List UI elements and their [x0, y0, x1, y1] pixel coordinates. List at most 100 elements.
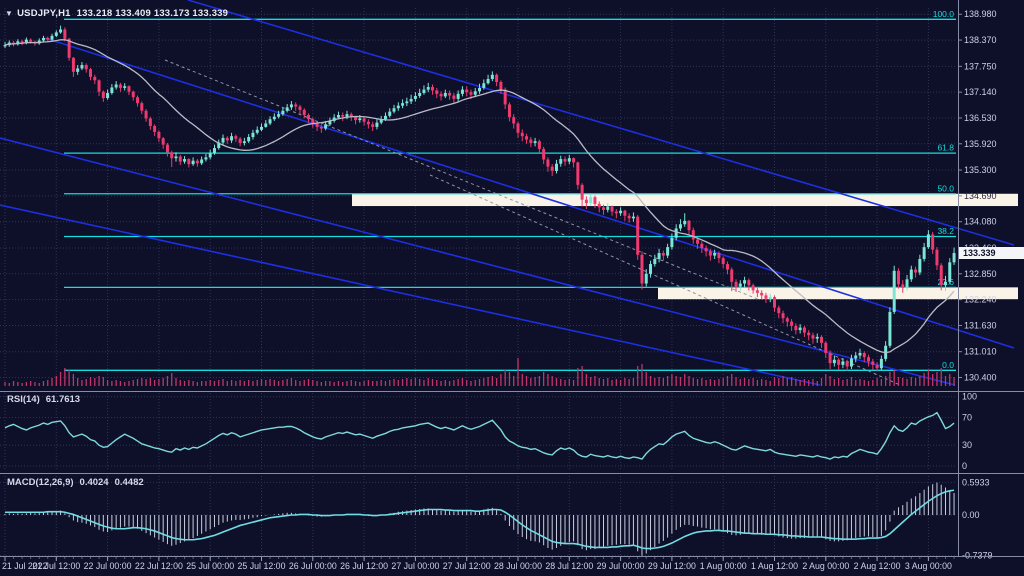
price-axis-label: 137.140 — [964, 87, 997, 97]
rsi-line — [4, 411, 955, 460]
blue-trendline[interactable] — [44, 37, 1015, 349]
candle — [567, 154, 571, 165]
time-axis-label: 1 Aug 00:00 — [700, 561, 747, 571]
fib-label-100.0: 100.0 — [933, 9, 955, 19]
candle — [260, 123, 263, 132]
candle — [37, 38, 41, 45]
price-axis-label: 131.010 — [964, 347, 997, 357]
dashed-trendline[interactable] — [429, 174, 901, 386]
candle — [589, 193, 593, 206]
candle — [666, 243, 670, 259]
candle — [482, 79, 486, 90]
time-axis-label: 3 Aug 00:00 — [905, 561, 952, 571]
price-axis-label: 131.630 — [964, 320, 997, 330]
candle — [456, 90, 460, 102]
candle — [136, 95, 140, 107]
candle — [751, 283, 755, 294]
blue-trendline[interactable] — [0, 204, 821, 386]
candle — [627, 213, 631, 223]
macd-panel[interactable] — [4, 482, 955, 556]
panel-resize-handle-macd[interactable] — [0, 473, 1024, 474]
candle — [63, 27, 67, 42]
candle — [781, 310, 785, 324]
candle — [153, 124, 157, 137]
candle — [696, 236, 700, 249]
trendlines — [0, 0, 1015, 386]
candle — [901, 280, 905, 293]
candle — [798, 324, 802, 334]
candle — [460, 86, 464, 97]
rsi-panel[interactable] — [4, 411, 955, 460]
blue-trendline[interactable] — [0, 137, 956, 386]
macd-axis-label: 0.00 — [962, 510, 980, 520]
candle — [631, 212, 635, 222]
candle — [653, 254, 657, 267]
dashed-trendline[interactable] — [164, 59, 761, 301]
candle — [465, 86, 469, 97]
candle — [871, 358, 875, 370]
candle — [341, 112, 345, 121]
candle — [486, 74, 490, 85]
candle — [649, 260, 653, 278]
candle — [764, 292, 768, 304]
candle — [106, 89, 110, 100]
candle — [657, 248, 661, 263]
candle — [41, 35, 45, 42]
candle — [388, 108, 392, 118]
candle — [183, 156, 187, 164]
volume-bars — [4, 358, 955, 386]
time-axis-label: 26 Jul 12:00 — [340, 561, 388, 571]
candle — [418, 88, 422, 99]
candle — [255, 126, 259, 135]
candle — [157, 130, 161, 143]
candle — [623, 209, 627, 221]
candle — [892, 265, 896, 315]
candle — [131, 90, 135, 101]
candle — [443, 89, 447, 99]
candle — [606, 203, 610, 213]
candle — [272, 113, 276, 121]
time-axis-label: 27 Jul 00:00 — [391, 561, 439, 571]
candle — [307, 113, 311, 123]
candle — [602, 204, 605, 215]
price-axis-label: 135.920 — [964, 139, 997, 149]
candle — [144, 109, 148, 122]
time-axis-label: 26 Jul 00:00 — [289, 561, 337, 571]
rsi-axis-label: 70 — [962, 412, 972, 422]
rsi-axis-label: 0 — [962, 461, 967, 471]
blue-trendline[interactable] — [187, 0, 1015, 246]
panel-resize-handle-rsi[interactable] — [0, 391, 1024, 392]
candle — [200, 156, 204, 165]
candle — [773, 295, 776, 312]
time-axis-label: 28 Jul 12:00 — [545, 561, 593, 571]
candle — [302, 108, 306, 119]
candle — [336, 111, 340, 120]
candle — [208, 149, 212, 160]
candle — [490, 71, 494, 82]
macd-axis-label: 0.5933 — [962, 477, 990, 487]
candle — [520, 129, 524, 142]
candle — [140, 101, 144, 115]
candle — [165, 142, 169, 157]
symbol-label: USDJPY,H1 — [17, 8, 71, 19]
candle — [644, 269, 648, 287]
candle — [161, 137, 165, 149]
candle — [50, 33, 54, 41]
price-axis-label: 138.980 — [964, 9, 997, 19]
price-axis-separator[interactable] — [958, 0, 959, 557]
symbol-dropdown-icon[interactable]: ▼ — [5, 9, 14, 18]
candle — [610, 205, 614, 216]
candle — [926, 230, 930, 249]
rsi-indicator-label: RSI(14) 61.7613 — [7, 394, 86, 405]
price-axis[interactable]: 138.980 138.370 137.750 137.140 136.530 135.9… — [958, 9, 997, 561]
candle — [332, 114, 336, 123]
candle — [636, 214, 640, 260]
candle — [435, 87, 439, 99]
candle — [328, 117, 332, 127]
candle — [67, 37, 71, 61]
moving-average-line — [4, 39, 955, 354]
candle — [178, 154, 182, 165]
candle — [777, 305, 781, 319]
